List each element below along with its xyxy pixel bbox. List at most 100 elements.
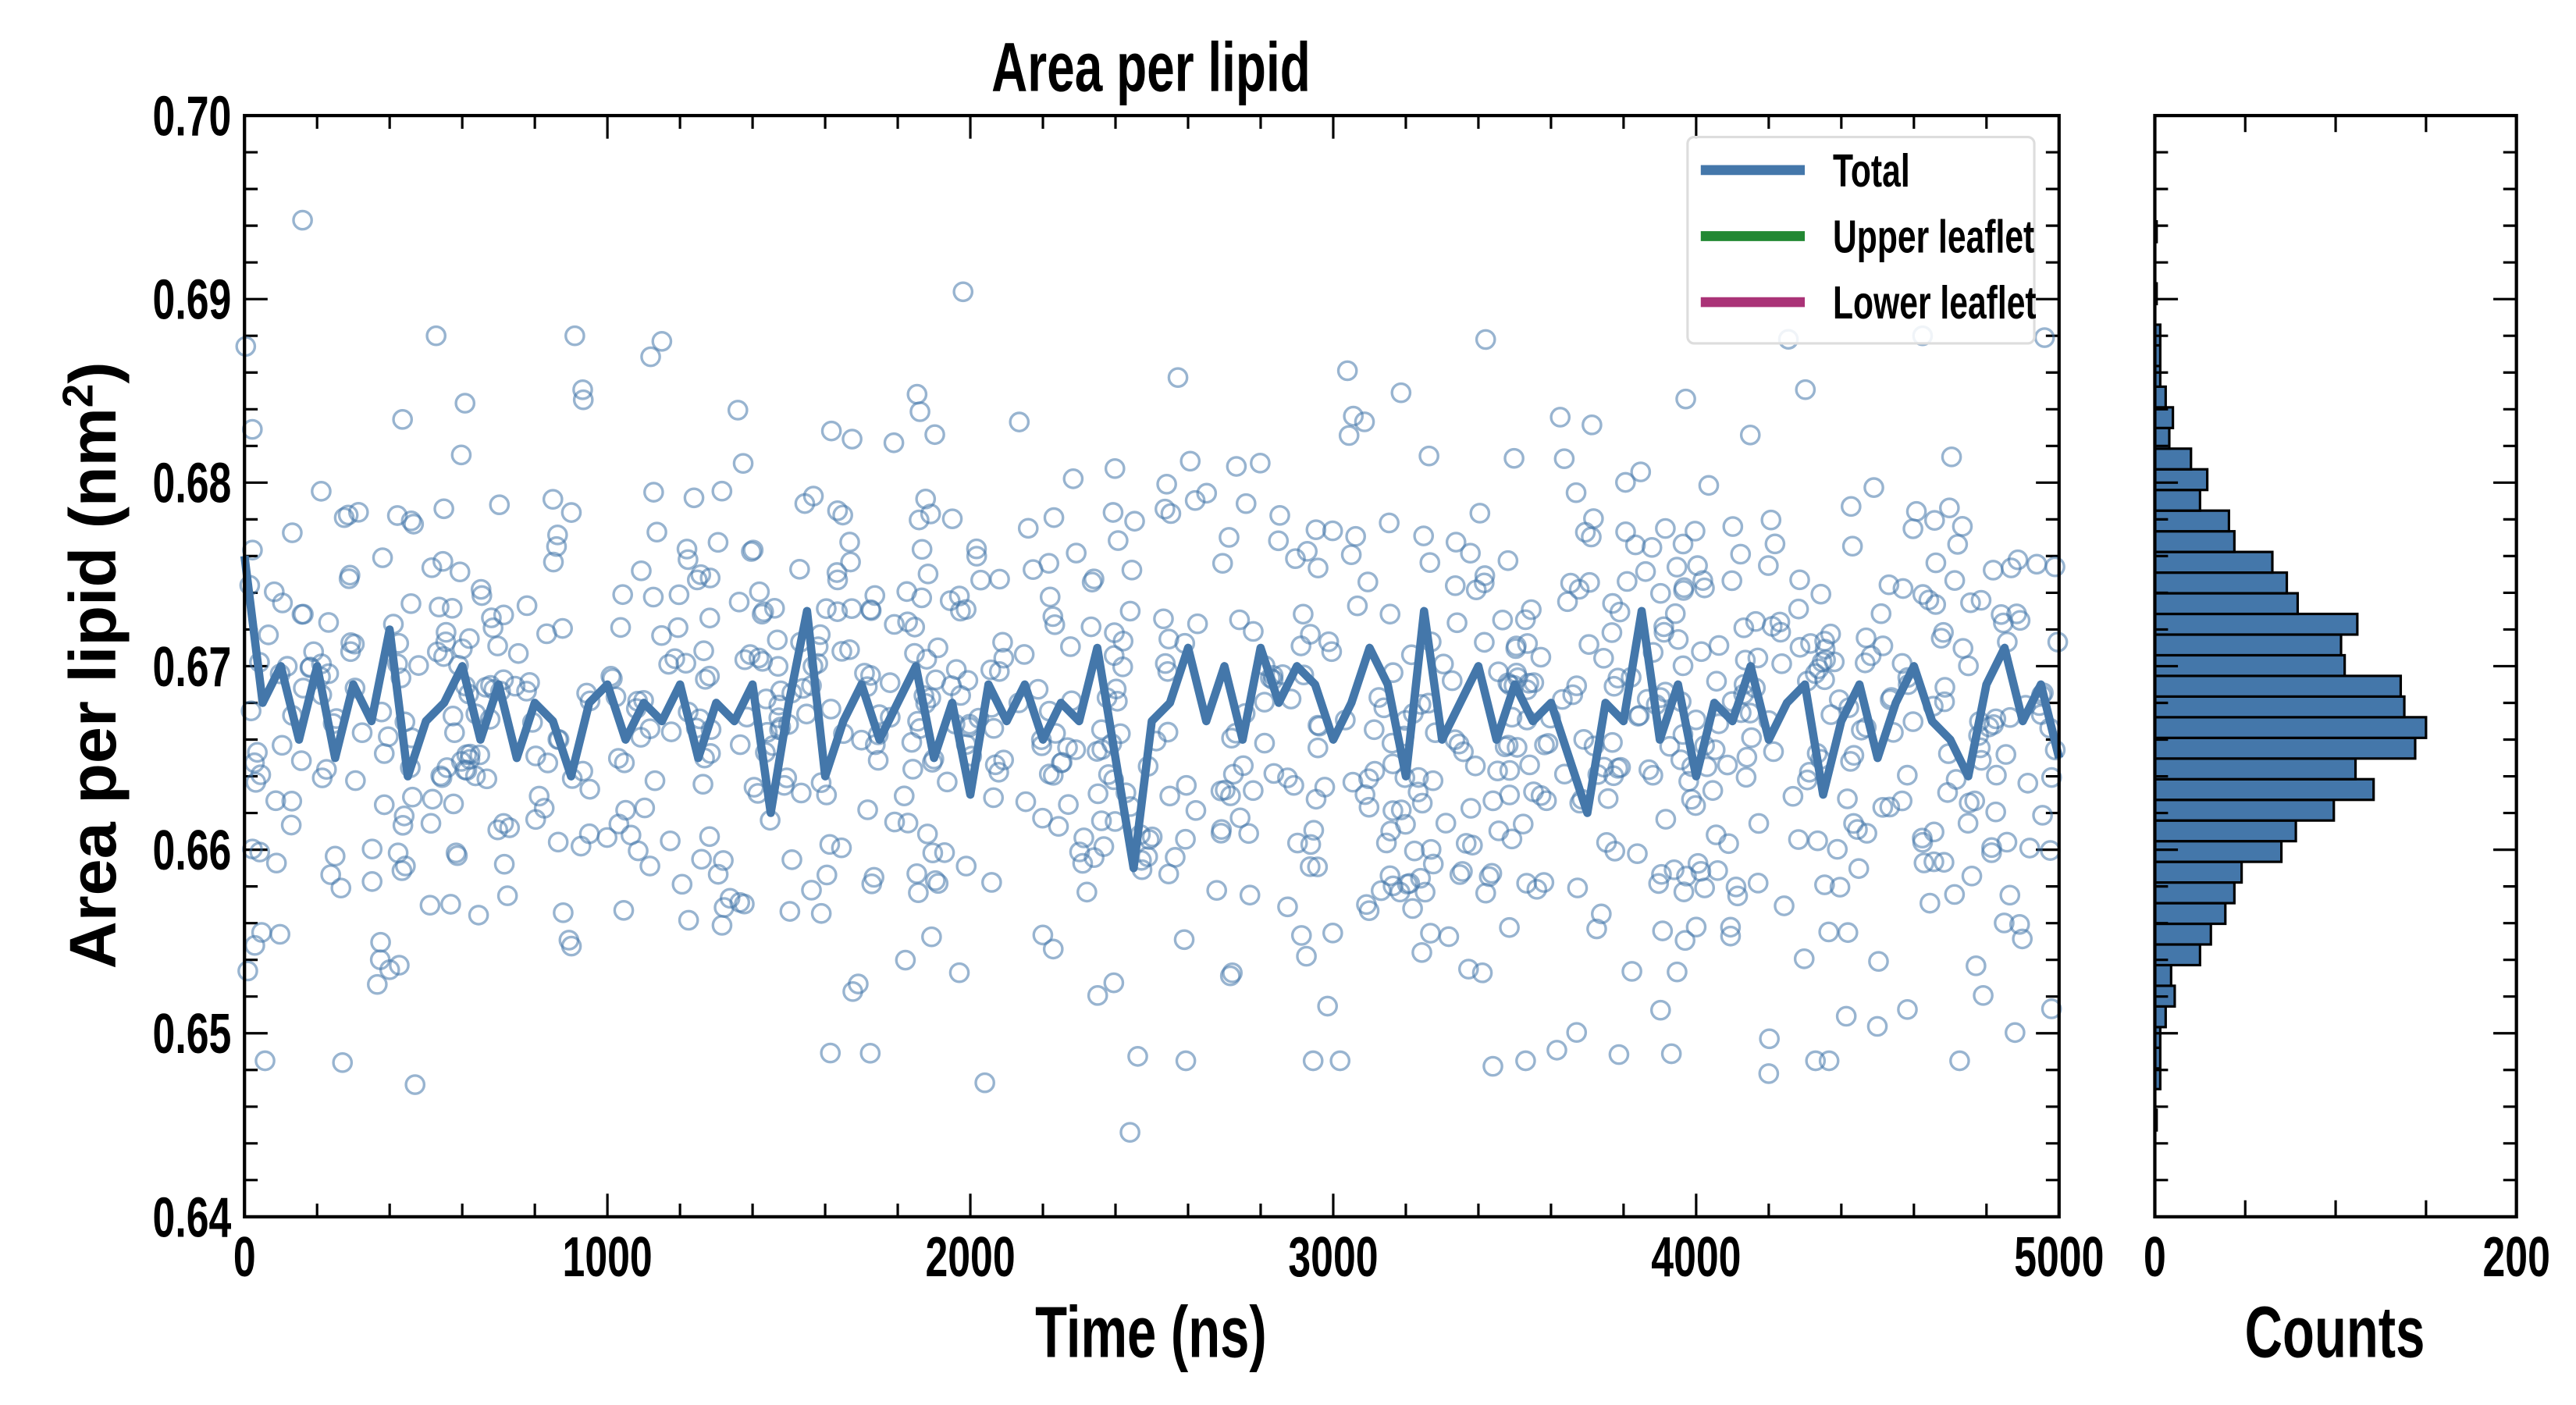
scatter-point: [481, 607, 502, 628]
scatter-point: [1238, 823, 1259, 845]
scatter-point: [955, 855, 977, 877]
scatter-point: [1925, 552, 1947, 574]
scatter-point: [1718, 833, 1739, 855]
scatter-point: [1879, 796, 1901, 818]
scatter-point: [1659, 735, 1681, 757]
scatter-point: [407, 655, 429, 676]
scatter-point: [1083, 847, 1105, 869]
histogram-bar: [2153, 860, 2243, 884]
scatter-point: [476, 768, 498, 790]
scatter-point: [403, 514, 425, 535]
scatter-point: [711, 915, 733, 936]
scatter-point: [966, 538, 987, 560]
scatter-point: [1840, 751, 1861, 772]
scatter-point: [1497, 550, 1519, 571]
scatter-point: [1155, 498, 1176, 520]
legend: Total Upper leaflet Lower leaflet: [1686, 135, 2037, 345]
histogram-bar: [2153, 736, 2417, 760]
scatter-point: [1438, 926, 1460, 948]
scatter-point: [429, 596, 450, 618]
scatter-point: [734, 893, 755, 915]
scatter-point: [1345, 525, 1366, 547]
scatter-point: [1717, 754, 1738, 776]
scatter-point: [1546, 1040, 1567, 1061]
scatter-point: [1153, 608, 1174, 630]
scatter-point: [1720, 916, 1742, 938]
scatter-point: [628, 840, 649, 862]
scatter-point: [2001, 557, 2022, 578]
scatter-point: [1897, 998, 1918, 1020]
scatter-point: [245, 771, 267, 793]
scatter-point: [1073, 827, 1094, 848]
scatter-point: [441, 597, 463, 619]
histogram-bar: [2153, 695, 2406, 719]
scatter-point: [1042, 938, 1064, 960]
scatter-point: [1397, 873, 1418, 895]
scatter-point: [921, 926, 942, 948]
scatter-point: [1108, 530, 1129, 551]
scatter-point: [1829, 877, 1851, 898]
scatter-point: [1795, 379, 1816, 400]
scatter-point: [552, 617, 574, 639]
scatter-point: [1290, 925, 1312, 946]
scatter-point: [564, 325, 585, 347]
scatter-point: [1175, 1050, 1197, 1072]
scatter-point: [2019, 838, 2041, 859]
scatter-point: [1952, 516, 1973, 537]
scatter-point: [1420, 838, 1442, 860]
histogram-bar: [2153, 571, 2289, 595]
scatter-point: [1093, 836, 1115, 857]
scatter-point: [269, 923, 290, 945]
y-tick-label: 0.66: [153, 820, 232, 882]
scatter-point: [927, 637, 948, 659]
scatter-point: [1759, 1028, 1781, 1050]
scatter-point: [1517, 633, 1539, 654]
scatter-point: [1981, 842, 2002, 863]
scatter-point: [1032, 807, 1053, 829]
scatter-point: [389, 955, 410, 976]
scatter-point: [338, 568, 360, 589]
scatter-point: [686, 569, 708, 591]
scatter-point: [819, 834, 841, 855]
scatter-point: [1818, 921, 1840, 943]
scatter-point: [1410, 867, 1432, 889]
scatter-point: [643, 482, 664, 503]
scatter-point: [908, 882, 929, 904]
scatter-point: [487, 819, 509, 841]
scatter-point: [934, 842, 955, 863]
scatter-point: [683, 487, 705, 509]
scatter-point: [1091, 810, 1112, 831]
scatter-point: [739, 644, 761, 665]
scatter-point: [1471, 962, 1493, 984]
scatter-point: [1482, 1055, 1503, 1077]
scatter-point: [1338, 425, 1360, 446]
scatter-point: [421, 557, 443, 578]
scatter-point: [902, 759, 923, 780]
scatter-point: [361, 838, 383, 860]
scatter-point: [1672, 655, 1694, 677]
scatter-point: [924, 424, 945, 446]
hist-x-tick-label: 200: [2482, 1226, 2549, 1289]
scatter-point: [280, 814, 302, 836]
scatter-point: [1841, 535, 1863, 557]
scatter-point: [1023, 559, 1044, 581]
scatter-point: [634, 797, 656, 819]
scatter-point: [469, 744, 491, 766]
scatter-point: [1958, 655, 1979, 677]
scatter-point: [1648, 873, 1670, 895]
scatter-point: [906, 383, 928, 405]
scatter-point: [1673, 577, 1695, 599]
scatter-point: [1083, 568, 1105, 590]
scatter-point: [281, 791, 303, 812]
scatter-point: [1263, 763, 1285, 784]
scatter-point: [1233, 755, 1254, 777]
scatter-point: [1464, 755, 1486, 777]
scatter-point: [1413, 525, 1435, 546]
scatter-point: [1460, 542, 1481, 564]
scatter-point: [1499, 759, 1521, 781]
histogram-bar: [2153, 550, 2274, 574]
scatter-point: [292, 209, 313, 231]
scatter-point: [2012, 928, 2033, 950]
scatter-point: [660, 830, 681, 852]
scatter-point: [1841, 496, 1862, 518]
